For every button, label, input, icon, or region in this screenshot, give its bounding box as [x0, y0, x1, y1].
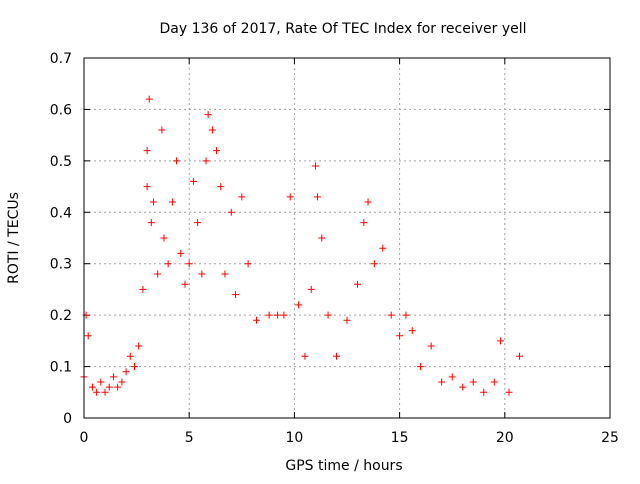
data-point: [438, 378, 446, 386]
data-point: [253, 316, 261, 324]
data-point: [221, 270, 229, 278]
data-point: [208, 126, 216, 134]
data-point: [505, 388, 513, 396]
data-point: [238, 193, 246, 201]
data-point: [145, 95, 153, 103]
data-point: [301, 352, 309, 360]
data-point: [318, 234, 326, 242]
data-point: [417, 363, 425, 371]
data-point: [396, 332, 404, 340]
data-point: [332, 352, 340, 360]
data-point: [469, 378, 477, 386]
data-point: [490, 378, 498, 386]
data-point: [158, 126, 166, 134]
data-point: [185, 260, 193, 268]
data-point: [93, 388, 101, 396]
data-point: [130, 363, 138, 371]
data-point: [143, 183, 151, 191]
x-tick-label: 5: [185, 430, 194, 446]
data-point: [311, 162, 319, 170]
data-point: [408, 327, 416, 335]
data-point: [88, 383, 96, 391]
data-points: [80, 95, 524, 396]
data-point: [202, 157, 210, 165]
y-tick-label: 0.7: [50, 51, 72, 67]
data-point: [364, 198, 372, 206]
data-point: [173, 157, 181, 165]
data-point: [181, 280, 189, 288]
x-tick-label: 25: [601, 430, 619, 446]
x-tick-label: 10: [285, 430, 303, 446]
data-point: [84, 332, 92, 340]
y-tick-label: 0.2: [50, 308, 72, 324]
data-point: [122, 368, 130, 376]
data-point: [118, 378, 126, 386]
x-axis-label: GPS time / hours: [285, 458, 402, 474]
data-point: [387, 311, 395, 319]
grid-lines: [84, 58, 610, 418]
data-point: [324, 311, 332, 319]
data-point: [164, 260, 172, 268]
data-point: [143, 147, 151, 155]
data-point: [265, 311, 273, 319]
data-point: [231, 291, 239, 299]
x-tick-label: 15: [391, 430, 409, 446]
data-point: [343, 316, 351, 324]
data-point: [497, 337, 505, 345]
data-point: [217, 183, 225, 191]
data-point: [402, 311, 410, 319]
data-point: [227, 208, 235, 216]
y-tick-label: 0.4: [50, 205, 72, 221]
data-point: [101, 388, 109, 396]
data-point: [109, 373, 117, 381]
data-point: [448, 373, 456, 381]
data-point: [204, 111, 212, 119]
data-point: [177, 249, 185, 257]
data-point: [274, 311, 282, 319]
data-point: [105, 383, 113, 391]
data-point: [379, 244, 387, 252]
data-point: [314, 193, 322, 201]
data-point: [198, 270, 206, 278]
data-point: [135, 342, 143, 350]
data-point: [189, 177, 197, 185]
data-point: [354, 280, 362, 288]
data-point: [244, 260, 252, 268]
y-tick-label: 0.3: [50, 257, 72, 273]
y-tick-label: 0.6: [50, 102, 72, 118]
data-point: [154, 270, 162, 278]
x-tick-label: 20: [496, 430, 514, 446]
data-point: [516, 352, 524, 360]
data-point: [114, 383, 122, 391]
data-point: [307, 285, 315, 293]
data-point: [149, 198, 157, 206]
data-point: [168, 198, 176, 206]
data-point: [295, 301, 303, 309]
data-point: [147, 219, 155, 227]
data-point: [480, 388, 488, 396]
y-tick-label: 0.5: [50, 154, 72, 170]
y-tick-label: 0.1: [50, 360, 72, 376]
data-point: [286, 193, 294, 201]
axis-ticks: 0 0.1 0.2 0.3 0.4 0.5 0.6 0.7 0 5 10 15 20 25: [50, 51, 619, 446]
data-point: [427, 342, 435, 350]
data-point: [160, 234, 168, 242]
y-tick-label: 0: [63, 411, 72, 427]
data-point: [360, 219, 368, 227]
chart-title: Day 136 of 2017, Rate Of TEC Index for r…: [159, 21, 526, 37]
y-axis-label: ROTI / TECUs: [6, 192, 22, 284]
data-point: [126, 352, 134, 360]
plot-area-border: [83, 57, 611, 419]
data-point: [370, 260, 378, 268]
data-point: [213, 147, 221, 155]
data-point: [459, 383, 467, 391]
x-tick-label: 0: [80, 430, 89, 446]
data-point: [97, 378, 105, 386]
data-point: [280, 311, 288, 319]
data-point: [194, 219, 202, 227]
data-point: [139, 285, 147, 293]
